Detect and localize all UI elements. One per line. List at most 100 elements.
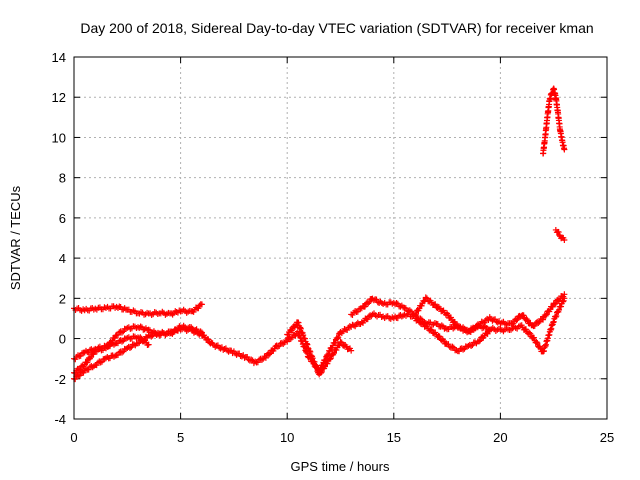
mark-track-a xyxy=(350,322,357,329)
mark-track-e xyxy=(524,317,531,324)
mark-track-c xyxy=(192,326,199,333)
mark-track-e xyxy=(366,299,373,306)
mark-track-c xyxy=(128,344,135,351)
mark-track-f xyxy=(419,319,426,326)
mark-track-f xyxy=(477,337,484,344)
mark-track-e xyxy=(543,311,550,318)
mark-track-a xyxy=(341,325,348,332)
mark-track-e xyxy=(531,322,538,329)
mark-track-d xyxy=(317,369,324,376)
mark-track-a xyxy=(262,354,269,361)
mark-track-a xyxy=(252,358,259,365)
y-tick-label: 6 xyxy=(59,211,66,226)
grid-lines xyxy=(74,57,607,419)
mark-track-a xyxy=(276,343,283,350)
mark-track-e xyxy=(472,325,479,332)
mark-track-c xyxy=(90,363,97,370)
mark-track-a xyxy=(254,359,261,366)
mark-track-upper xyxy=(195,305,202,312)
mark-track-e xyxy=(373,296,380,303)
mark-track-a xyxy=(438,322,445,329)
mark-track-e xyxy=(485,316,492,323)
mark-track-a xyxy=(205,336,212,343)
mark-track-c xyxy=(130,341,137,348)
y-tick-label: 2 xyxy=(59,291,66,306)
mark-track-f xyxy=(453,347,460,354)
mark-track-a xyxy=(284,338,291,345)
mark-track-b xyxy=(74,352,81,359)
mark-track-a xyxy=(392,313,399,320)
mark-track-e xyxy=(478,318,485,325)
y-tick-label: 10 xyxy=(52,130,66,145)
mark-track-e xyxy=(365,300,372,307)
mark-track-c xyxy=(114,351,121,358)
y-tick-label: 0 xyxy=(59,332,66,347)
mark-track-d xyxy=(289,327,296,334)
mark-track-e xyxy=(370,297,377,304)
mark-track-a xyxy=(346,323,353,330)
mark-track-c xyxy=(198,329,205,336)
mark-peak xyxy=(561,146,568,153)
mark-track-e xyxy=(451,319,458,326)
x-tick-label: 5 xyxy=(177,430,184,445)
mark-track-f xyxy=(484,330,491,337)
mark-track-e xyxy=(523,315,530,322)
mark-track-a xyxy=(84,359,91,366)
mark-track-e xyxy=(513,317,520,324)
mark-track-c xyxy=(82,365,89,372)
x-tick-label: 0 xyxy=(70,430,77,445)
mark-track-e xyxy=(397,303,404,310)
mark-track-f xyxy=(472,339,479,346)
mark-track-a xyxy=(111,335,118,342)
mark-track-f xyxy=(485,328,492,335)
chart-title: Day 200 of 2018, Sidereal Day-to-day VTE… xyxy=(80,20,593,36)
mark-track-f xyxy=(469,342,476,349)
mark-track-f xyxy=(427,326,434,333)
mark-track-e xyxy=(542,312,549,319)
mark-track-c xyxy=(134,340,141,347)
mark-track-a xyxy=(364,316,371,323)
mark-track-a xyxy=(560,298,567,305)
mark-track-a xyxy=(114,331,121,338)
mark-track-f xyxy=(460,346,467,353)
mark-track-a xyxy=(248,356,255,363)
tick-labels: 0 5 10 15 20 25 -4 -2 0 2 4 6 8 10 12 14 xyxy=(52,50,615,445)
mark-track-e xyxy=(510,320,517,327)
mark-track-f xyxy=(436,333,443,340)
mark-track-c xyxy=(197,328,204,335)
x-tick-label: 20 xyxy=(493,430,507,445)
mark-track-f xyxy=(415,316,422,323)
mark-track-a xyxy=(249,357,256,364)
mark-track-d xyxy=(327,355,334,362)
mark-track-c xyxy=(98,358,105,365)
mark-track-d xyxy=(348,347,355,354)
mark-track-e xyxy=(423,295,430,302)
mark-track-a xyxy=(87,354,94,361)
mark-track-c xyxy=(136,339,143,346)
mark-track-a xyxy=(233,351,240,358)
mark-track-a xyxy=(244,353,251,360)
mark-track-a xyxy=(442,325,449,332)
mark-track-d xyxy=(288,327,295,334)
mark-track-e xyxy=(551,301,558,308)
y-tick-label: -2 xyxy=(54,372,66,387)
x-tick-label: 10 xyxy=(280,430,294,445)
mark-track-e xyxy=(418,302,425,309)
mark-track-e xyxy=(362,303,369,310)
mark-track-upper xyxy=(198,301,205,308)
y-axis-label: SDTVAR / TECUs xyxy=(8,185,23,290)
mark-track-a xyxy=(552,314,559,321)
mark-track-d xyxy=(326,356,333,363)
y-tick-label: 8 xyxy=(59,171,66,186)
mark-track-f xyxy=(445,341,452,348)
mark-track-c xyxy=(118,349,125,356)
x-tick-label: 25 xyxy=(600,430,614,445)
mark-track-c xyxy=(85,366,92,373)
mark-track-b xyxy=(118,338,125,345)
mark-track-a xyxy=(550,318,557,325)
mark-small-cluster xyxy=(561,237,568,244)
x-axis-label: GPS time / hours xyxy=(291,459,390,474)
mark-track-f xyxy=(468,343,475,350)
mark-track-e xyxy=(432,301,439,308)
